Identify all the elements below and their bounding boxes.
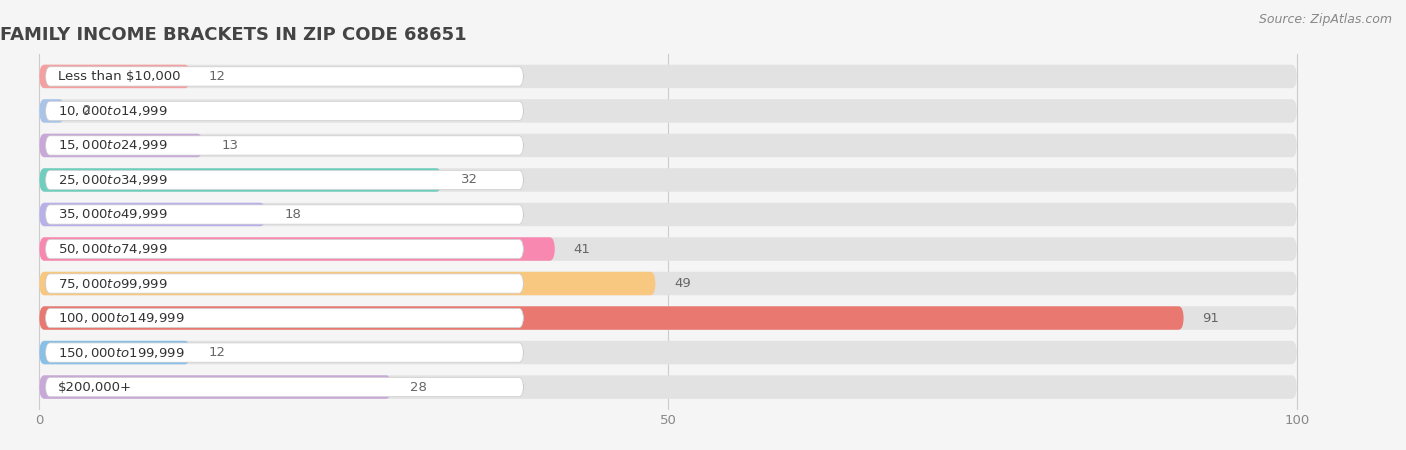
Text: $15,000 to $24,999: $15,000 to $24,999 [58,139,167,153]
FancyBboxPatch shape [39,134,1296,157]
FancyBboxPatch shape [45,308,523,328]
FancyBboxPatch shape [39,237,555,261]
FancyBboxPatch shape [39,272,655,295]
Text: 18: 18 [284,208,301,221]
Text: $150,000 to $199,999: $150,000 to $199,999 [58,346,184,360]
FancyBboxPatch shape [39,375,1296,399]
FancyBboxPatch shape [39,99,65,123]
FancyBboxPatch shape [45,171,523,189]
Text: $50,000 to $74,999: $50,000 to $74,999 [58,242,167,256]
Text: $35,000 to $49,999: $35,000 to $49,999 [58,207,167,221]
FancyBboxPatch shape [39,168,441,192]
FancyBboxPatch shape [45,205,523,224]
FancyBboxPatch shape [39,306,1296,330]
FancyBboxPatch shape [45,239,523,259]
FancyBboxPatch shape [39,65,1296,88]
Text: Less than $10,000: Less than $10,000 [58,70,180,83]
Text: 32: 32 [461,174,478,186]
FancyBboxPatch shape [45,67,523,86]
FancyBboxPatch shape [39,99,1296,123]
Text: 28: 28 [411,381,427,394]
Text: $25,000 to $34,999: $25,000 to $34,999 [58,173,167,187]
FancyBboxPatch shape [45,343,523,362]
Text: 91: 91 [1202,311,1219,324]
FancyBboxPatch shape [39,203,1296,226]
Text: $75,000 to $99,999: $75,000 to $99,999 [58,276,167,291]
Text: 13: 13 [222,139,239,152]
FancyBboxPatch shape [39,375,391,399]
FancyBboxPatch shape [39,341,1296,364]
Text: $10,000 to $14,999: $10,000 to $14,999 [58,104,167,118]
Text: 2: 2 [83,104,91,117]
FancyBboxPatch shape [39,168,1296,192]
Text: 12: 12 [209,70,226,83]
Text: $200,000+: $200,000+ [58,381,132,394]
FancyBboxPatch shape [39,341,190,364]
Text: 12: 12 [209,346,226,359]
FancyBboxPatch shape [39,65,190,88]
Text: Source: ZipAtlas.com: Source: ZipAtlas.com [1258,14,1392,27]
FancyBboxPatch shape [45,274,523,293]
FancyBboxPatch shape [45,378,523,397]
Text: $100,000 to $149,999: $100,000 to $149,999 [58,311,184,325]
FancyBboxPatch shape [39,134,202,157]
FancyBboxPatch shape [45,101,523,121]
FancyBboxPatch shape [39,306,1184,330]
Text: 41: 41 [574,243,591,256]
Text: FAMILY INCOME BRACKETS IN ZIP CODE 68651: FAMILY INCOME BRACKETS IN ZIP CODE 68651 [0,26,467,44]
FancyBboxPatch shape [39,237,1296,261]
Text: 49: 49 [675,277,692,290]
FancyBboxPatch shape [39,203,266,226]
FancyBboxPatch shape [45,136,523,155]
FancyBboxPatch shape [39,272,1296,295]
